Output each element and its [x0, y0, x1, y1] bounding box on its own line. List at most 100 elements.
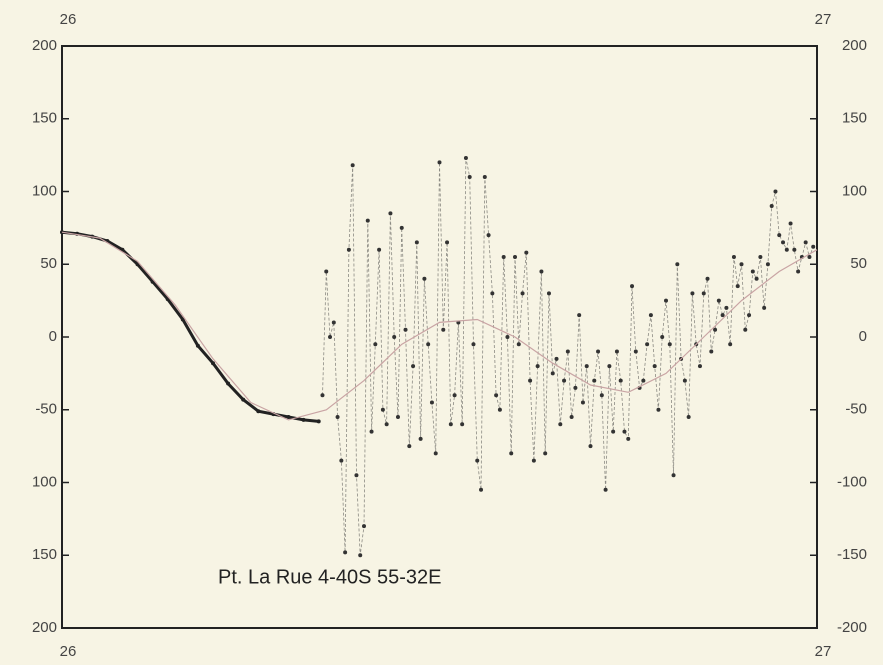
y2-tick-label: 200 — [842, 37, 867, 54]
data-point — [388, 211, 393, 216]
data-point — [494, 393, 499, 398]
annotation: Pt. La Rue 4-40S 55-32E — [218, 566, 441, 588]
data-point — [475, 458, 480, 463]
x-tick-label-top: 27 — [815, 11, 832, 28]
data-point — [720, 313, 725, 318]
data-point — [445, 240, 450, 245]
data-point — [565, 349, 570, 354]
data-point — [641, 378, 646, 383]
data-point — [596, 349, 601, 354]
data-point — [486, 233, 491, 238]
data-point — [731, 254, 736, 259]
data-point — [373, 342, 378, 347]
data-point — [471, 342, 476, 347]
data-point — [550, 371, 555, 376]
data-point — [713, 327, 718, 332]
data-point — [675, 262, 680, 267]
data-point — [603, 487, 608, 492]
data-point — [671, 473, 676, 478]
data-point — [777, 233, 782, 238]
data-point — [750, 269, 755, 274]
data-point — [626, 436, 631, 441]
data-point — [433, 451, 438, 456]
data-point — [516, 342, 521, 347]
data-point — [490, 291, 495, 296]
data-point — [369, 429, 374, 434]
data-point — [682, 378, 687, 383]
data-point — [365, 218, 370, 223]
data-point — [667, 342, 672, 347]
data-point — [573, 385, 578, 390]
data-point — [331, 320, 336, 325]
x-tick-label: 27 — [815, 643, 832, 660]
data-point — [422, 276, 427, 281]
data-point — [497, 407, 502, 412]
data-point — [648, 313, 653, 318]
y-tick-label: 50 — [40, 255, 57, 272]
data-point — [418, 436, 423, 441]
data-point — [226, 381, 231, 386]
data-point — [705, 276, 710, 281]
data-point — [701, 291, 706, 296]
data-point — [754, 276, 759, 281]
data-point — [399, 225, 404, 230]
data-point — [630, 284, 635, 289]
data-point — [652, 364, 657, 369]
data-point — [384, 422, 389, 427]
y-tick-label: 150 — [32, 110, 57, 127]
y-tick-label: -50 — [35, 401, 57, 418]
x-tick-label: 26 — [60, 643, 77, 660]
data-point — [241, 397, 246, 402]
data-point — [535, 364, 540, 369]
data-point — [796, 269, 801, 274]
data-point — [380, 407, 385, 412]
data-point — [395, 415, 400, 420]
data-point — [580, 400, 585, 405]
data-point — [569, 415, 574, 420]
y2-tick-label: -150 — [837, 546, 867, 563]
data-point — [354, 473, 359, 478]
data-point — [407, 444, 412, 449]
data-point — [392, 335, 397, 339]
data-point — [467, 174, 472, 179]
data-point — [645, 342, 650, 347]
data-point — [577, 313, 582, 318]
data-point — [513, 254, 517, 259]
data-point — [660, 335, 665, 339]
data-point — [509, 451, 514, 456]
data-point — [686, 415, 691, 420]
data-point — [618, 378, 623, 383]
y2-tick-label: 100 — [842, 182, 867, 199]
data-point — [403, 327, 408, 332]
data-point — [528, 378, 533, 383]
data-point — [429, 400, 434, 405]
data-point — [743, 327, 748, 332]
data-point — [765, 262, 770, 267]
data-point — [709, 349, 714, 354]
data-point — [426, 342, 431, 347]
data-point — [554, 356, 559, 361]
data-point — [463, 156, 468, 161]
y-tick-label: 150 — [32, 546, 57, 563]
data-point — [350, 163, 355, 168]
data-point — [328, 335, 333, 339]
data-point — [482, 174, 487, 179]
x-tick-label-top: 26 — [60, 11, 77, 28]
data-point — [286, 415, 291, 420]
data-point — [633, 349, 638, 354]
data-point — [784, 247, 789, 252]
y-tick-label: 200 — [32, 37, 57, 54]
data-point — [614, 349, 619, 354]
data-point — [335, 415, 340, 420]
data-point — [362, 524, 366, 529]
data-point — [377, 247, 382, 252]
data-point — [792, 247, 797, 252]
data-point — [747, 313, 752, 318]
data-point — [762, 305, 767, 310]
data-point — [697, 364, 702, 369]
data-point — [690, 291, 695, 296]
data-point — [656, 407, 661, 412]
data-point — [611, 429, 616, 434]
data-point — [501, 254, 506, 259]
data-point — [524, 250, 529, 255]
